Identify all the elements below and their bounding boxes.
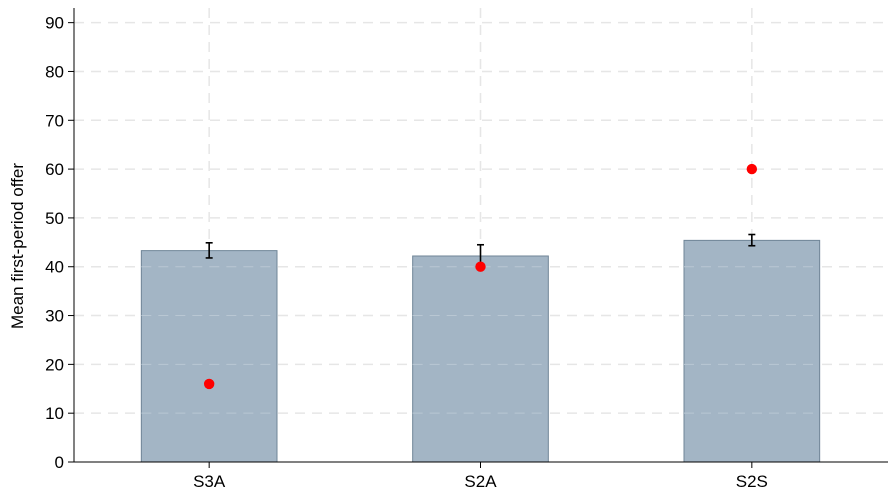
y-tick-label: 0 bbox=[55, 453, 64, 472]
y-tick-label: 60 bbox=[45, 160, 64, 179]
y-tick-label: 20 bbox=[45, 355, 64, 374]
y-axis-title: Mean first-period offer bbox=[8, 163, 27, 329]
bar-S2S bbox=[683, 239, 821, 463]
x-tick-label-S2S: S2S bbox=[736, 472, 768, 491]
marker-layer bbox=[203, 163, 758, 390]
marker-S3A bbox=[203, 378, 215, 390]
marker-S2A bbox=[475, 261, 486, 272]
y-tick-label: 30 bbox=[45, 307, 64, 326]
y-tick-label: 80 bbox=[45, 62, 64, 81]
bar-S3A bbox=[140, 250, 278, 463]
y-tick-label: 50 bbox=[45, 209, 64, 228]
y-tick-label: 10 bbox=[45, 404, 64, 423]
y-tick-label: 40 bbox=[45, 258, 64, 277]
bar-layer bbox=[140, 239, 821, 463]
y-tick-label: 70 bbox=[45, 111, 64, 130]
bar-S2A bbox=[412, 255, 549, 463]
axis-layer: 0 10 20 30 40 50 60 70 80 90 S3A S2A S2S bbox=[45, 8, 888, 491]
x-tick-label-S2A: S2A bbox=[464, 472, 497, 491]
y-tick-label: 90 bbox=[45, 14, 64, 33]
x-tick-label-S3A: S3A bbox=[193, 472, 226, 491]
marker-S2S bbox=[746, 163, 758, 175]
